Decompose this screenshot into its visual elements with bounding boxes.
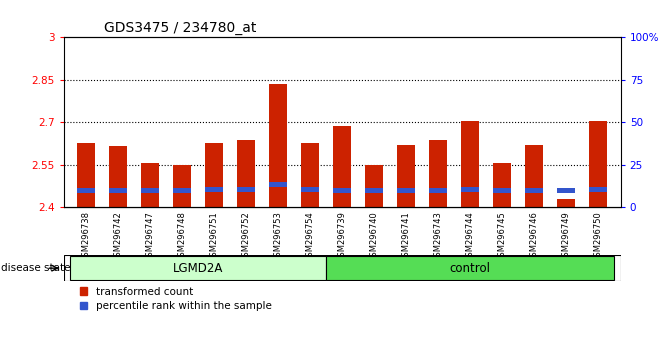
Bar bbox=[333, 188, 351, 194]
Text: GSM296752: GSM296752 bbox=[242, 211, 251, 262]
Bar bbox=[238, 140, 255, 207]
Bar bbox=[109, 188, 127, 194]
Bar bbox=[205, 187, 223, 192]
Bar bbox=[142, 163, 159, 207]
Text: control: control bbox=[450, 262, 491, 275]
Bar bbox=[525, 145, 543, 207]
Bar bbox=[493, 188, 511, 194]
Bar bbox=[589, 121, 607, 207]
Bar bbox=[429, 188, 447, 194]
Text: GSM296747: GSM296747 bbox=[146, 211, 154, 262]
Text: disease state: disease state bbox=[1, 263, 71, 273]
Text: GSM296746: GSM296746 bbox=[530, 211, 539, 262]
Bar bbox=[589, 187, 607, 192]
Text: GSM296753: GSM296753 bbox=[274, 211, 282, 262]
Bar bbox=[366, 165, 383, 207]
Text: GSM296751: GSM296751 bbox=[209, 211, 219, 262]
Bar bbox=[238, 187, 255, 192]
Bar bbox=[462, 121, 479, 207]
Text: GSM296745: GSM296745 bbox=[498, 211, 507, 262]
Text: GSM296749: GSM296749 bbox=[562, 211, 571, 262]
Bar bbox=[142, 188, 159, 194]
FancyBboxPatch shape bbox=[326, 256, 614, 280]
Text: GSM296754: GSM296754 bbox=[306, 211, 315, 262]
Bar bbox=[493, 163, 511, 207]
Text: GSM296742: GSM296742 bbox=[113, 211, 123, 262]
Bar bbox=[333, 126, 351, 207]
Legend: transformed count, percentile rank within the sample: transformed count, percentile rank withi… bbox=[80, 287, 272, 311]
Bar bbox=[77, 143, 95, 207]
Bar bbox=[269, 182, 287, 187]
Bar bbox=[205, 143, 223, 207]
Bar bbox=[558, 188, 575, 194]
Bar bbox=[77, 188, 95, 194]
FancyBboxPatch shape bbox=[70, 256, 326, 280]
Bar bbox=[397, 145, 415, 207]
Text: GSM296741: GSM296741 bbox=[402, 211, 411, 262]
Bar bbox=[173, 188, 191, 194]
Text: LGMD2A: LGMD2A bbox=[173, 262, 223, 275]
Bar bbox=[301, 143, 319, 207]
Text: GSM296738: GSM296738 bbox=[82, 211, 91, 262]
Bar bbox=[269, 84, 287, 207]
Text: GSM296744: GSM296744 bbox=[466, 211, 475, 262]
Text: GSM296739: GSM296739 bbox=[338, 211, 347, 262]
Text: GSM296743: GSM296743 bbox=[433, 211, 443, 262]
Bar bbox=[173, 165, 191, 207]
Bar bbox=[525, 188, 543, 194]
Bar bbox=[462, 187, 479, 192]
Text: GSM296750: GSM296750 bbox=[594, 211, 603, 262]
Text: GSM296740: GSM296740 bbox=[370, 211, 378, 262]
Bar bbox=[558, 199, 575, 207]
Text: GSM296748: GSM296748 bbox=[178, 211, 187, 262]
Bar bbox=[366, 188, 383, 194]
Bar bbox=[301, 187, 319, 192]
Bar bbox=[429, 140, 447, 207]
Bar bbox=[109, 146, 127, 207]
Text: GDS3475 / 234780_at: GDS3475 / 234780_at bbox=[104, 21, 256, 35]
Bar bbox=[397, 188, 415, 194]
FancyBboxPatch shape bbox=[64, 255, 621, 281]
